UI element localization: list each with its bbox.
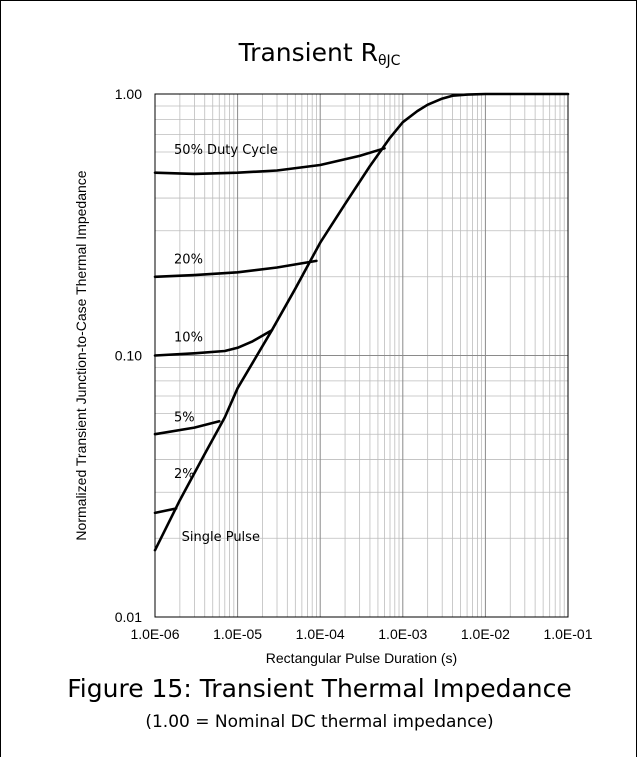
- x-tick-label: 1.0E-05: [213, 626, 262, 642]
- chart-title-subscript: θJC: [377, 53, 401, 69]
- x-tick-label: 1.0E-06: [130, 626, 179, 642]
- y-tick-labels: 0.01 0.10 1.00: [115, 86, 142, 625]
- series-line: [153, 328, 274, 357]
- series-label: 2%: [174, 467, 195, 482]
- chart-title: Transient RθJC: [0, 38, 639, 69]
- y-tick-label: 0.10: [115, 348, 142, 364]
- series-label: 10%: [174, 331, 203, 346]
- series-label: 5%: [174, 410, 195, 425]
- chart-title-text: Transient R: [238, 38, 378, 67]
- y-tick-label: 0.01: [115, 609, 142, 625]
- series-lines: [153, 92, 570, 552]
- x-tick-label: 1.0E-04: [296, 626, 345, 642]
- series-line: [153, 259, 318, 279]
- x-tick-label: 1.0E-01: [543, 626, 592, 642]
- series-line: [153, 147, 386, 176]
- series-label: 20%: [174, 252, 203, 267]
- x-tick-label: 1.0E-03: [378, 626, 427, 642]
- x-tick-label: 1.0E-02: [461, 626, 510, 642]
- x-axis-label: Rectangular Pulse Duration (s): [266, 650, 457, 666]
- figure-caption: Figure 15: Transient Thermal Impedance: [67, 674, 572, 703]
- series-line: [153, 419, 221, 436]
- y-tick-label: 1.00: [115, 86, 142, 102]
- figure-subcaption: (1.00 = Nominal DC thermal impedance): [145, 712, 494, 732]
- series-label: 50% Duty Cycle: [174, 143, 278, 158]
- series-line: [153, 92, 570, 552]
- chart-svg: 50% Duty Cycle 20% 10% 5% 2% Single Pulse 1.0…: [73, 86, 593, 666]
- x-tick-labels: 1.0E-06 1.0E-05 1.0E-04 1.0E-03 1.0E-02 1.0E-…: [130, 626, 592, 642]
- series-line: [153, 507, 178, 515]
- series-labels: 50% Duty Cycle 20% 10% 5% 2% Single Pulse: [174, 143, 278, 545]
- series-label: Single Pulse: [182, 530, 260, 545]
- y-axis-label: Normalized Transient Junction-to-Case Th…: [73, 170, 89, 540]
